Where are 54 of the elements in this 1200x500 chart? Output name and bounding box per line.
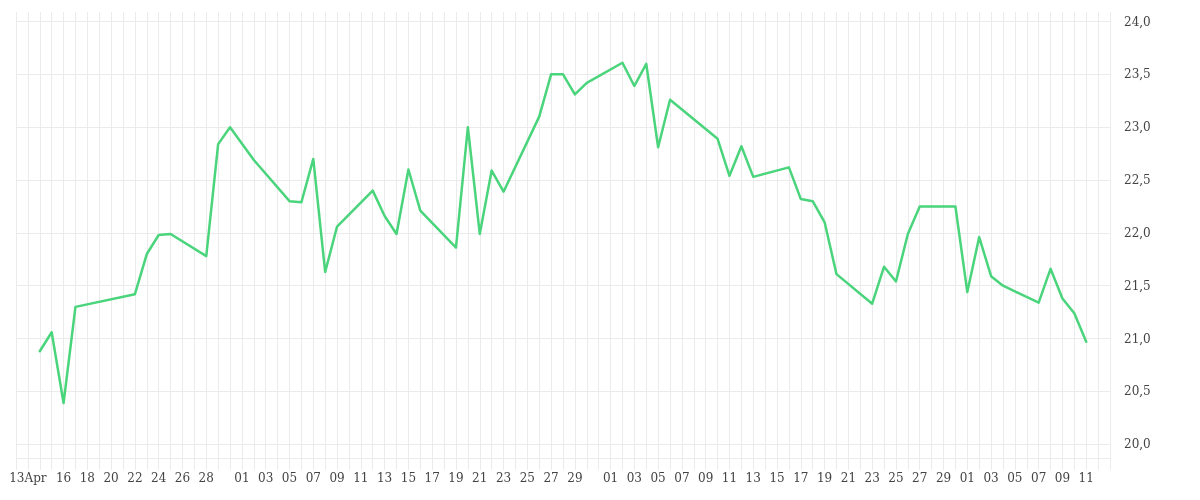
x-tick-label: 07: [674, 471, 690, 485]
x-tick-label: 23: [864, 471, 880, 485]
y-tick-label: 21,5: [1124, 278, 1151, 293]
x-tick-label: 11: [721, 471, 738, 485]
x-tick-label: 15: [400, 471, 417, 485]
y-tick-label: 24,0: [1124, 14, 1151, 29]
x-tick-label: 16: [55, 471, 72, 485]
x-tick-label: 17: [424, 471, 440, 485]
x-tick-label: 03: [983, 471, 999, 485]
y-tick-label: 23,0: [1124, 120, 1151, 135]
x-tick-label: 11: [353, 471, 369, 485]
x-tick-label: 01: [959, 471, 975, 485]
x-tick-label: 09: [698, 471, 714, 485]
x-tick-label: 09: [1054, 471, 1071, 485]
x-tick-label: 09: [329, 471, 345, 485]
line-series: [38, 61, 1088, 405]
x-tick-label: 24: [151, 471, 167, 485]
x-tick-label: 01: [602, 471, 619, 485]
x-tick-label: 15: [769, 471, 785, 485]
x-tick-label: 11: [1078, 471, 1094, 485]
x-tick-label: 18: [79, 471, 95, 485]
x-tick-label: 23: [495, 471, 512, 485]
x-tick-label: 05: [1007, 471, 1023, 485]
y-tick-label: 20,0: [1124, 437, 1151, 452]
x-tick-label: 20: [103, 471, 119, 485]
x-tick-label: 29: [935, 471, 952, 485]
x-tick-label: 25: [888, 471, 904, 485]
x-tick-label: 13: [745, 471, 761, 485]
x-tick-label: 25: [519, 471, 535, 485]
y-tick-label: 22,5: [1124, 173, 1151, 188]
x-tick-label: 21: [840, 471, 857, 485]
y-tick-label: 23,5: [1124, 67, 1151, 82]
x-tick-label: 22: [127, 471, 143, 485]
x-tick-label: 07: [305, 471, 321, 485]
x-tick-label: 03: [258, 471, 274, 485]
x-tick-label: 27: [543, 471, 559, 485]
x-tick-label: 26: [174, 471, 191, 485]
y-tick-label: 20,5: [1124, 384, 1151, 399]
x-tick-label: 28: [198, 471, 214, 485]
x-tick-label: 05: [281, 471, 298, 485]
x-tick-label: 13Apr: [9, 471, 47, 485]
x-tick-label: 21: [472, 471, 488, 485]
x-tick-label: 17: [793, 471, 809, 485]
x-tick-label: 27: [912, 471, 928, 485]
x-tick-label: 07: [1031, 471, 1047, 485]
x-tick-label: 03: [626, 471, 642, 485]
x-tick-label: 01: [234, 471, 250, 485]
x-tick-label: 19: [448, 471, 464, 485]
x-tick-label: 13: [376, 471, 393, 485]
x-tick-label: 29: [567, 471, 583, 485]
y-tick-label: 21,0: [1124, 331, 1151, 346]
x-tick-label: 19: [816, 471, 833, 485]
x-tick-label: 05: [650, 471, 666, 485]
y-tick-label: 22,0: [1124, 225, 1151, 240]
